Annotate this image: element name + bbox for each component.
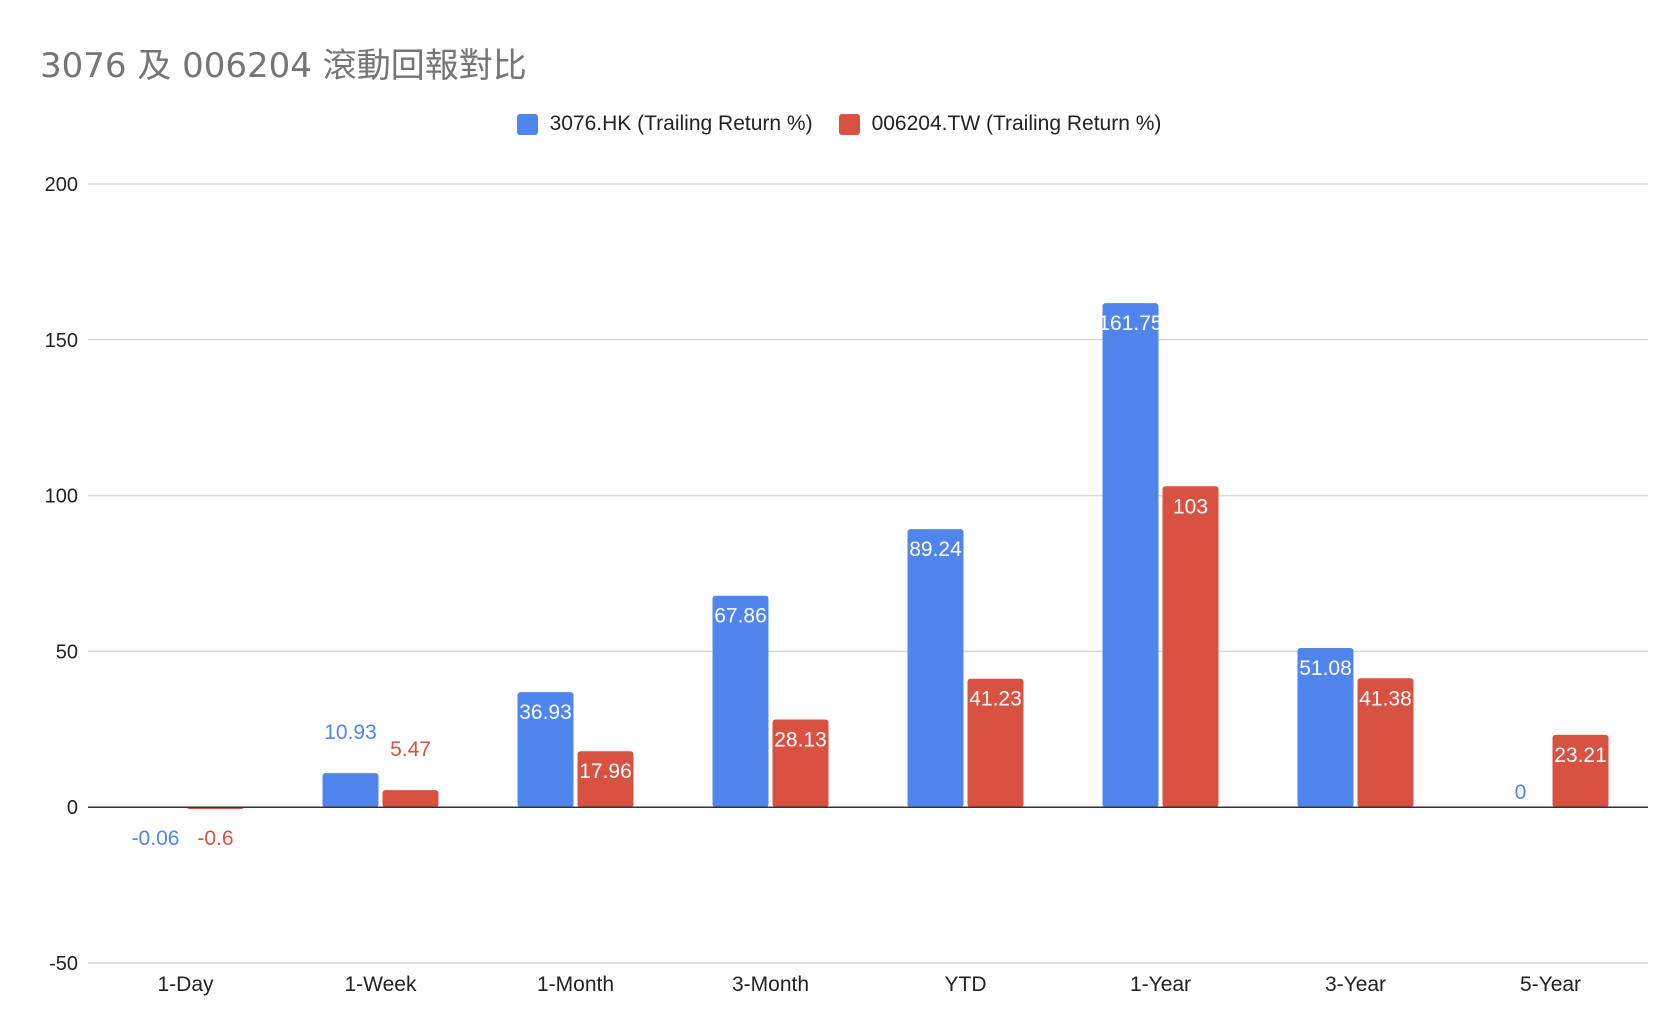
data-label: 103	[1173, 495, 1208, 518]
data-label: 5.47	[390, 738, 431, 761]
bar	[772, 719, 829, 808]
bar	[517, 692, 574, 808]
x-tick-label: 3-Month	[732, 973, 809, 996]
y-tick-label: 0	[67, 797, 78, 819]
data-label: 10.93	[324, 721, 377, 744]
data-label: 67.86	[714, 605, 767, 628]
bar	[1162, 486, 1219, 808]
bar	[577, 751, 634, 808]
data-label: 51.08	[1299, 657, 1352, 680]
y-tick-label: 100	[45, 486, 78, 508]
bar	[1297, 648, 1354, 808]
bar	[322, 773, 379, 808]
bar	[967, 678, 1024, 808]
x-tick-label: 3-Year	[1325, 973, 1386, 996]
legend-swatch-3076	[516, 113, 538, 135]
data-label: -0.06	[132, 827, 180, 850]
chart-title: 3076 及 006204 滾動回報對比	[40, 46, 527, 86]
x-tick-label: 1-Year	[1130, 973, 1191, 996]
legend-label-006204: 006204.TW (Trailing Return %)	[871, 112, 1162, 135]
data-label: -0.6	[197, 827, 233, 850]
x-tick-label: 1-Month	[537, 973, 614, 996]
bar	[1357, 678, 1414, 808]
bar	[1102, 303, 1159, 808]
x-tick-label: 1-Week	[345, 973, 417, 996]
y-tick-label: 150	[45, 330, 78, 352]
x-tick-label: 5-Year	[1520, 973, 1581, 996]
data-label: 23.21	[1554, 744, 1607, 767]
data-label: 36.93	[519, 701, 572, 724]
legend-label-3076: 3076.HK (Trailing Return %)	[549, 112, 813, 135]
bar	[907, 529, 964, 808]
data-label: 161.75	[1098, 312, 1162, 335]
bar	[712, 595, 769, 808]
y-tick-label: -50	[49, 953, 78, 975]
data-label: 41.38	[1359, 687, 1412, 710]
bar	[1552, 734, 1609, 808]
legend: 3076.HK (Trailing Return %) 006204.TW (T…	[0, 112, 1678, 136]
data-label: 89.24	[909, 538, 962, 561]
data-label: 28.13	[774, 729, 827, 752]
legend-item-3076[interactable]: 3076.HK (Trailing Return %)	[516, 112, 813, 136]
x-tick-label: YTD	[945, 973, 987, 996]
y-tick-label: 50	[56, 641, 78, 663]
data-label: 0	[1515, 781, 1527, 804]
legend-swatch-006204	[838, 113, 860, 135]
data-label: 17.96	[579, 760, 632, 783]
bar	[382, 790, 439, 808]
data-label: 41.23	[969, 688, 1022, 711]
legend-item-006204[interactable]: 006204.TW (Trailing Return %)	[838, 112, 1162, 136]
x-tick-label: 1-Day	[157, 973, 214, 996]
y-tick-label: 200	[45, 174, 78, 196]
